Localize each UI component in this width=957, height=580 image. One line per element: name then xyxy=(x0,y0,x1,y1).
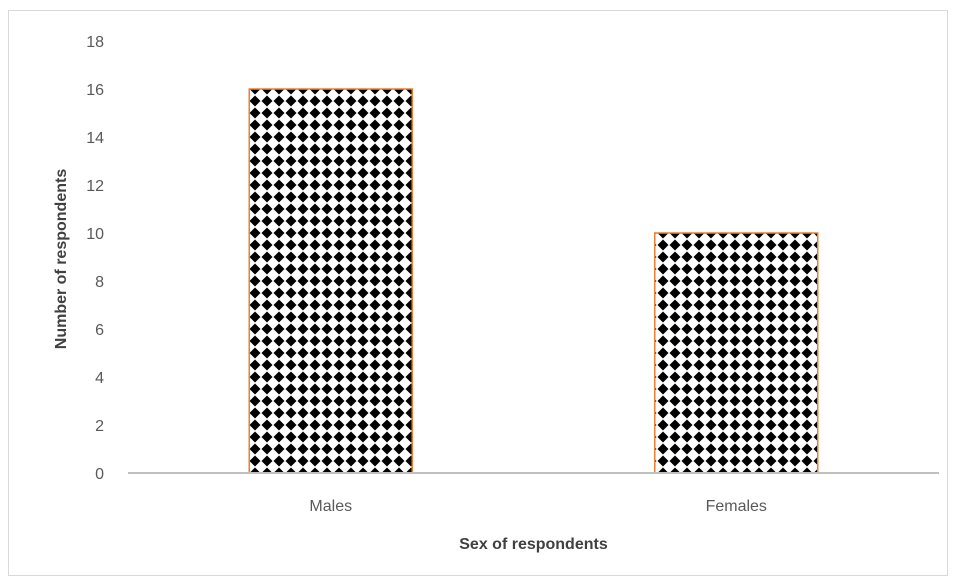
y-tick-label: 4 xyxy=(95,370,104,387)
x-category-label: Males xyxy=(309,498,352,515)
y-tick-label: 18 xyxy=(86,34,104,51)
bars xyxy=(248,88,819,474)
y-tick-label: 16 xyxy=(86,82,104,99)
y-tick-label: 12 xyxy=(86,178,104,195)
y-axis-ticks: 0 2 4 6 8 10 12 14 16 18 xyxy=(86,34,104,483)
bar-females xyxy=(654,232,819,474)
y-tick-label: 2 xyxy=(95,418,104,435)
x-axis-category-labels: Males Females xyxy=(309,498,767,515)
y-tick-label: 14 xyxy=(86,130,104,147)
y-tick-label: 10 xyxy=(86,226,104,243)
chart-area: 0 2 4 6 8 10 12 14 16 18 Males Females Sex of resp… xyxy=(8,10,948,576)
bar-males xyxy=(248,88,413,474)
y-tick-label: 8 xyxy=(95,274,104,291)
y-tick-label: 0 xyxy=(95,466,104,483)
x-axis-title: Sex of respondents xyxy=(459,536,608,553)
y-tick-label: 6 xyxy=(95,322,104,339)
bar-chart: 0 2 4 6 8 10 12 14 16 18 Males Females Sex of resp… xyxy=(53,34,939,553)
x-category-label: Females xyxy=(706,498,767,515)
y-axis-title: Number of respondents xyxy=(53,169,70,350)
